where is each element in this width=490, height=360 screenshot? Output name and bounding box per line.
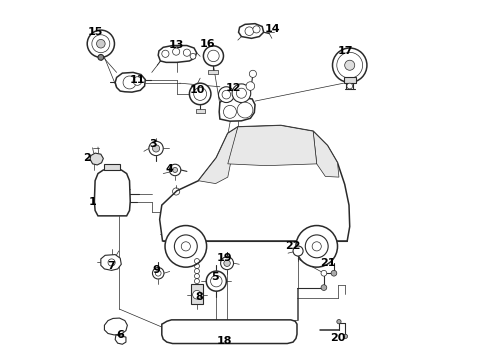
Circle shape bbox=[172, 48, 180, 55]
Circle shape bbox=[123, 76, 136, 89]
Text: 16: 16 bbox=[200, 39, 216, 49]
Text: 14: 14 bbox=[265, 24, 281, 35]
Text: 7: 7 bbox=[108, 261, 116, 271]
Text: 21: 21 bbox=[320, 258, 335, 268]
Polygon shape bbox=[115, 72, 146, 92]
Text: 4: 4 bbox=[166, 164, 173, 174]
Text: 9: 9 bbox=[152, 265, 160, 275]
Text: 20: 20 bbox=[331, 333, 346, 343]
Text: 19: 19 bbox=[217, 253, 233, 263]
Circle shape bbox=[223, 105, 236, 118]
Text: 12: 12 bbox=[226, 83, 241, 93]
Text: 1: 1 bbox=[89, 197, 97, 207]
Text: 10: 10 bbox=[190, 85, 205, 95]
Circle shape bbox=[237, 102, 253, 118]
Circle shape bbox=[149, 141, 163, 156]
Bar bbox=[196, 109, 205, 113]
Circle shape bbox=[331, 270, 337, 276]
Circle shape bbox=[220, 257, 234, 270]
Circle shape bbox=[152, 145, 160, 152]
Bar bbox=[104, 163, 120, 170]
Text: 13: 13 bbox=[169, 40, 184, 50]
Circle shape bbox=[344, 60, 355, 70]
Text: 6: 6 bbox=[116, 330, 124, 340]
Circle shape bbox=[222, 90, 231, 99]
Circle shape bbox=[183, 49, 191, 56]
Circle shape bbox=[133, 77, 142, 85]
Polygon shape bbox=[198, 127, 238, 184]
Bar bbox=[208, 70, 219, 74]
Circle shape bbox=[98, 54, 104, 60]
Circle shape bbox=[190, 53, 196, 59]
Circle shape bbox=[170, 164, 181, 176]
Polygon shape bbox=[95, 170, 130, 216]
Polygon shape bbox=[90, 153, 103, 165]
Circle shape bbox=[347, 83, 353, 89]
Circle shape bbox=[333, 48, 367, 82]
Circle shape bbox=[253, 26, 260, 33]
Text: 5: 5 bbox=[211, 272, 219, 282]
Circle shape bbox=[224, 260, 230, 266]
Circle shape bbox=[211, 275, 222, 287]
Polygon shape bbox=[158, 45, 196, 62]
Polygon shape bbox=[104, 318, 127, 335]
Circle shape bbox=[219, 87, 234, 103]
Circle shape bbox=[312, 242, 321, 251]
Circle shape bbox=[305, 235, 328, 258]
Polygon shape bbox=[219, 98, 255, 121]
Circle shape bbox=[152, 267, 164, 279]
Circle shape bbox=[232, 84, 251, 103]
Circle shape bbox=[321, 270, 327, 276]
Circle shape bbox=[245, 27, 254, 36]
Polygon shape bbox=[313, 131, 339, 177]
Circle shape bbox=[203, 46, 223, 66]
Circle shape bbox=[208, 50, 219, 62]
Circle shape bbox=[337, 52, 363, 78]
Circle shape bbox=[190, 83, 211, 105]
Circle shape bbox=[249, 70, 256, 77]
Circle shape bbox=[97, 40, 105, 48]
Circle shape bbox=[172, 167, 177, 172]
Text: 3: 3 bbox=[150, 139, 157, 149]
Circle shape bbox=[194, 87, 207, 100]
Text: 17: 17 bbox=[338, 46, 353, 56]
Polygon shape bbox=[239, 24, 264, 39]
Polygon shape bbox=[162, 320, 297, 343]
Circle shape bbox=[296, 226, 338, 267]
Circle shape bbox=[321, 285, 327, 291]
Text: 18: 18 bbox=[217, 336, 233, 346]
Circle shape bbox=[193, 291, 201, 299]
Bar bbox=[191, 284, 203, 304]
Circle shape bbox=[246, 82, 255, 90]
Polygon shape bbox=[115, 335, 126, 344]
Circle shape bbox=[181, 242, 191, 251]
Polygon shape bbox=[160, 126, 350, 241]
Circle shape bbox=[108, 259, 115, 266]
Polygon shape bbox=[101, 255, 122, 270]
Circle shape bbox=[343, 334, 347, 338]
Circle shape bbox=[92, 35, 110, 53]
Bar bbox=[343, 77, 356, 83]
Text: 15: 15 bbox=[87, 27, 103, 37]
Text: 11: 11 bbox=[130, 75, 145, 85]
Text: 22: 22 bbox=[285, 241, 301, 251]
Text: 8: 8 bbox=[195, 292, 203, 302]
Circle shape bbox=[162, 50, 169, 57]
Circle shape bbox=[293, 246, 303, 256]
Circle shape bbox=[165, 226, 207, 267]
Circle shape bbox=[155, 270, 161, 276]
Circle shape bbox=[236, 88, 246, 98]
Text: 2: 2 bbox=[83, 153, 91, 163]
Circle shape bbox=[206, 271, 226, 291]
Circle shape bbox=[174, 235, 197, 258]
Circle shape bbox=[87, 30, 115, 57]
Circle shape bbox=[337, 319, 341, 324]
Polygon shape bbox=[228, 126, 317, 166]
